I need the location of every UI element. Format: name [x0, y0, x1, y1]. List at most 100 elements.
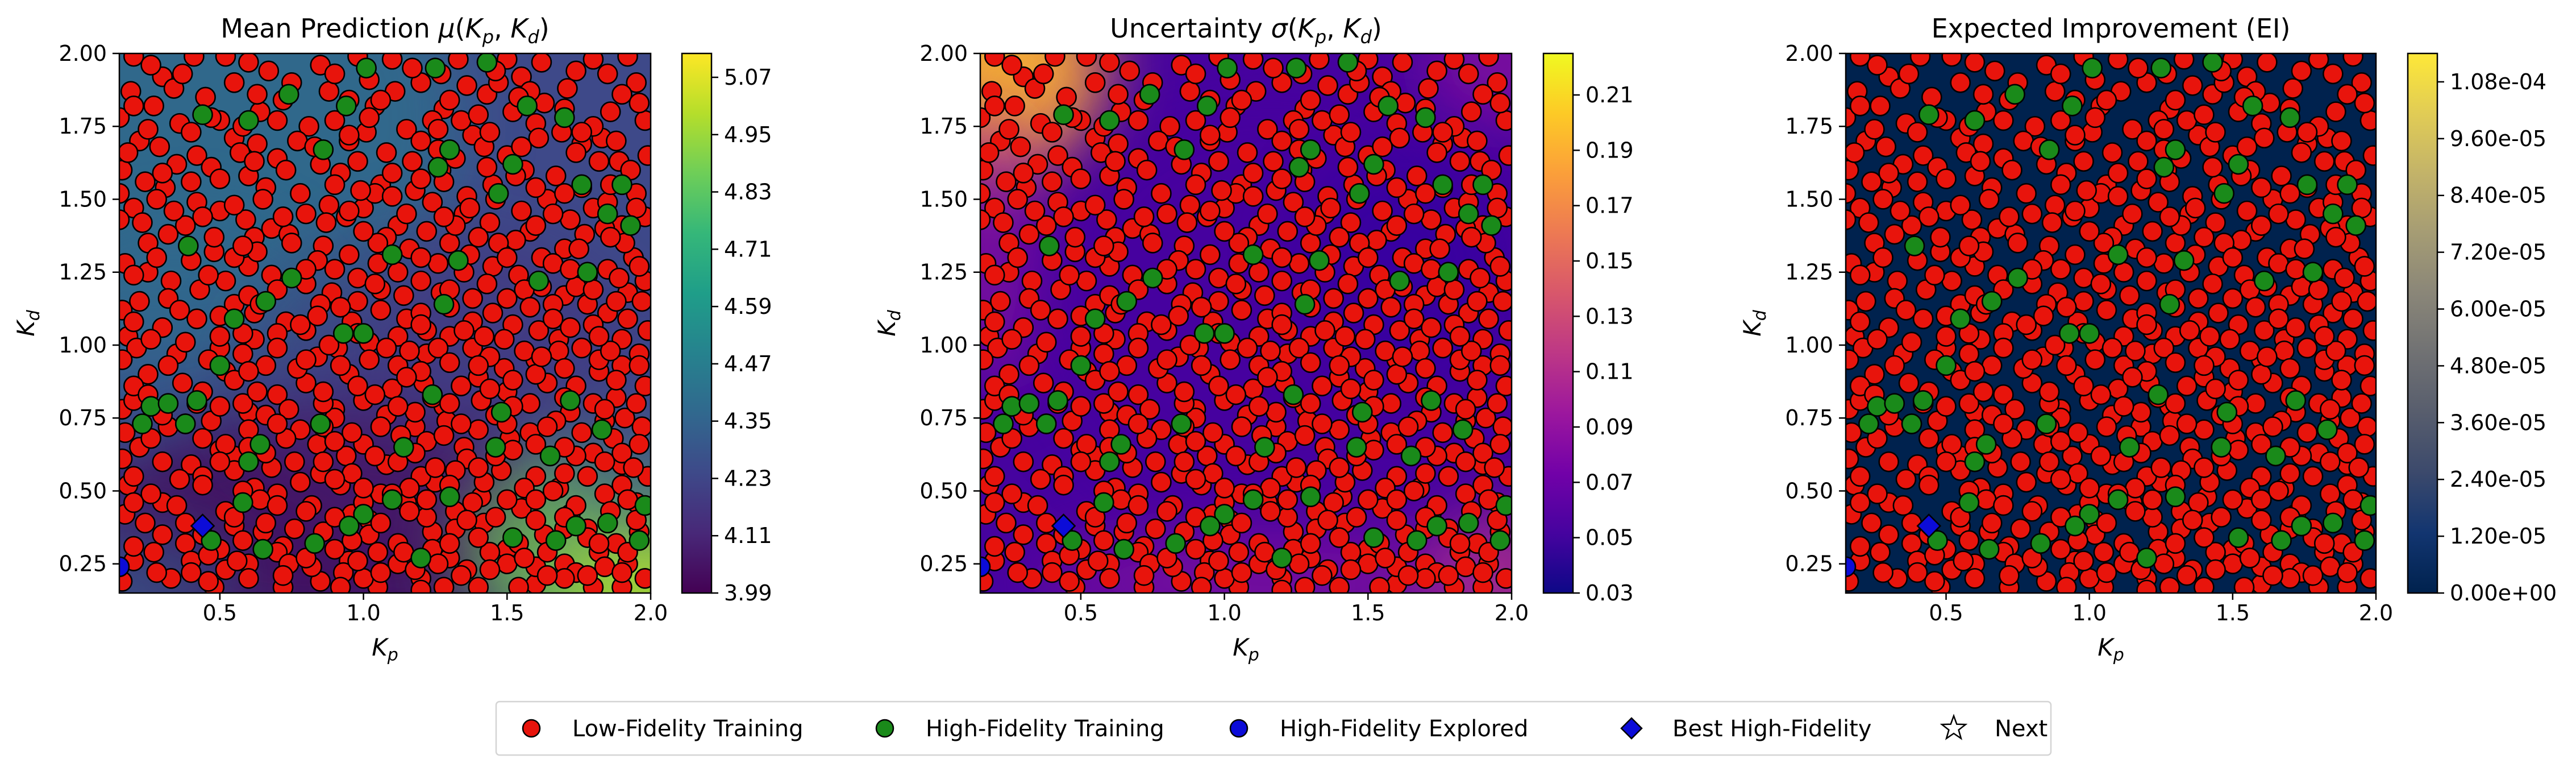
low-fidelity-point — [2202, 156, 2223, 178]
high-fidelity-point — [2242, 96, 2263, 117]
low-fidelity-point — [980, 209, 991, 230]
low-fidelity-point — [1294, 577, 1316, 593]
high-fidelity-point — [1421, 390, 1442, 411]
low-fidelity-point — [393, 285, 414, 306]
low-fidelity-point — [531, 346, 552, 367]
low-fidelity-point — [1449, 533, 1471, 554]
low-fidelity-point — [1357, 247, 1379, 268]
best-high-fidelity-marker — [190, 513, 215, 538]
high-fidelity-point — [2296, 174, 2318, 196]
low-fidelity-point — [634, 375, 651, 397]
low-fidelity-point — [1254, 541, 1275, 563]
low-fidelity-point — [1312, 110, 1333, 131]
low-fidelity-point — [119, 422, 136, 443]
low-fidelity-point — [1455, 483, 1476, 504]
low-fidelity-point — [1329, 577, 1350, 593]
low-fidelity-point — [186, 308, 207, 330]
low-fidelity-point — [298, 115, 319, 137]
low-fidelity-point — [2331, 291, 2352, 312]
low-fidelity-point — [2268, 203, 2289, 225]
high-fidelity-point — [356, 57, 377, 78]
high-fidelity-point — [2173, 250, 2195, 271]
high-fidelity-point — [2285, 390, 2307, 411]
low-fidelity-point — [1978, 189, 2000, 210]
low-fidelity-point — [1283, 192, 1304, 213]
low-fidelity-point — [1191, 577, 1212, 593]
low-fidelity-point — [577, 565, 598, 586]
low-fidelity-point — [611, 442, 632, 464]
chart-title: Mean Prediction μ(Kp, Kd) — [220, 13, 550, 48]
low-fidelity-point — [2122, 367, 2143, 388]
low-fidelity-point — [2010, 518, 2031, 540]
low-fidelity-point — [2351, 72, 2373, 93]
low-fidelity-point — [1429, 238, 1450, 259]
high-fidelity-point — [201, 530, 222, 551]
y-tick-label: 1.00 — [1785, 333, 1833, 358]
y-tick-label: 0.50 — [919, 478, 968, 503]
high-fidelity-point — [1173, 139, 1195, 160]
low-fidelity-point — [1288, 337, 1310, 359]
low-fidelity-point — [1495, 568, 1512, 589]
low-fidelity-point — [1208, 151, 1229, 172]
high-fidelity-point — [1918, 104, 1940, 126]
high-fidelity-point — [1858, 413, 1879, 434]
low-fidelity-point — [2285, 317, 2307, 338]
low-fidelity-point — [186, 145, 207, 166]
low-fidelity-point — [2084, 107, 2106, 128]
low-fidelity-point — [1185, 538, 1206, 560]
low-fidelity-point — [1895, 469, 1917, 490]
legend-label: High-Fidelity Training — [926, 716, 1164, 742]
y-axis-label: Kd — [873, 309, 905, 337]
colorbar-tick-label: 4.59 — [724, 294, 772, 319]
high-fidelity-point — [281, 267, 302, 289]
low-fidelity-point — [1415, 568, 1436, 589]
low-fidelity-point — [1070, 396, 1092, 417]
low-fidelity-point — [1173, 451, 1195, 472]
low-fidelity-point — [1024, 200, 1046, 222]
low-fidelity-point — [2096, 562, 2117, 583]
high-fidelity-point — [591, 419, 613, 441]
low-fidelity-point — [1185, 174, 1206, 196]
low-fidelity-point — [594, 399, 615, 420]
high-fidelity-point — [488, 183, 509, 204]
low-fidelity-point — [1225, 273, 1247, 295]
low-fidelity-point — [980, 183, 991, 204]
y-tick-label: 1.50 — [1785, 186, 1833, 212]
x-tick-label: 1.0 — [2072, 600, 2106, 625]
low-fidelity-point — [2179, 320, 2200, 341]
low-fidelity-point — [393, 541, 414, 563]
high-fidelity-point — [1309, 250, 1330, 271]
low-fidelity-point — [984, 311, 1005, 333]
low-fidelity-point — [2079, 221, 2100, 242]
high-fidelity-point — [565, 515, 586, 537]
low-fidelity-point — [1159, 115, 1180, 137]
low-fidelity-point — [439, 393, 460, 414]
low-fidelity-point — [2257, 53, 2278, 73]
low-fidelity-point — [634, 568, 651, 589]
low-fidelity-point — [1884, 355, 1905, 376]
low-fidelity-point — [140, 329, 161, 350]
low-fidelity-point — [1340, 212, 1362, 233]
low-fidelity-point — [2128, 57, 2149, 78]
high-fidelity-point — [313, 139, 334, 160]
colorbar-tick-label: 6.00e-05 — [2450, 297, 2546, 322]
low-fidelity-point — [525, 434, 547, 455]
low-fidelity-point — [226, 550, 248, 571]
low-fidelity-point — [1890, 200, 1911, 222]
low-fidelity-point — [1070, 168, 1092, 189]
low-fidelity-point — [1961, 209, 1983, 230]
high-fidelity-point — [2291, 515, 2312, 537]
low-fidelity-point — [2313, 151, 2335, 172]
low-fidelity-point — [1970, 151, 1991, 172]
low-fidelity-point — [1329, 457, 1350, 478]
low-fidelity-point — [1185, 430, 1206, 452]
low-fidelity-point — [2021, 203, 2043, 225]
low-fidelity-point — [2202, 273, 2223, 295]
low-fidelity-point — [146, 247, 168, 268]
low-fidelity-point — [1053, 428, 1074, 449]
low-fidelity-point — [1498, 320, 1512, 341]
low-fidelity-point — [525, 363, 547, 385]
low-fidelity-point — [2073, 375, 2094, 397]
low-fidelity-point — [1443, 279, 1465, 300]
